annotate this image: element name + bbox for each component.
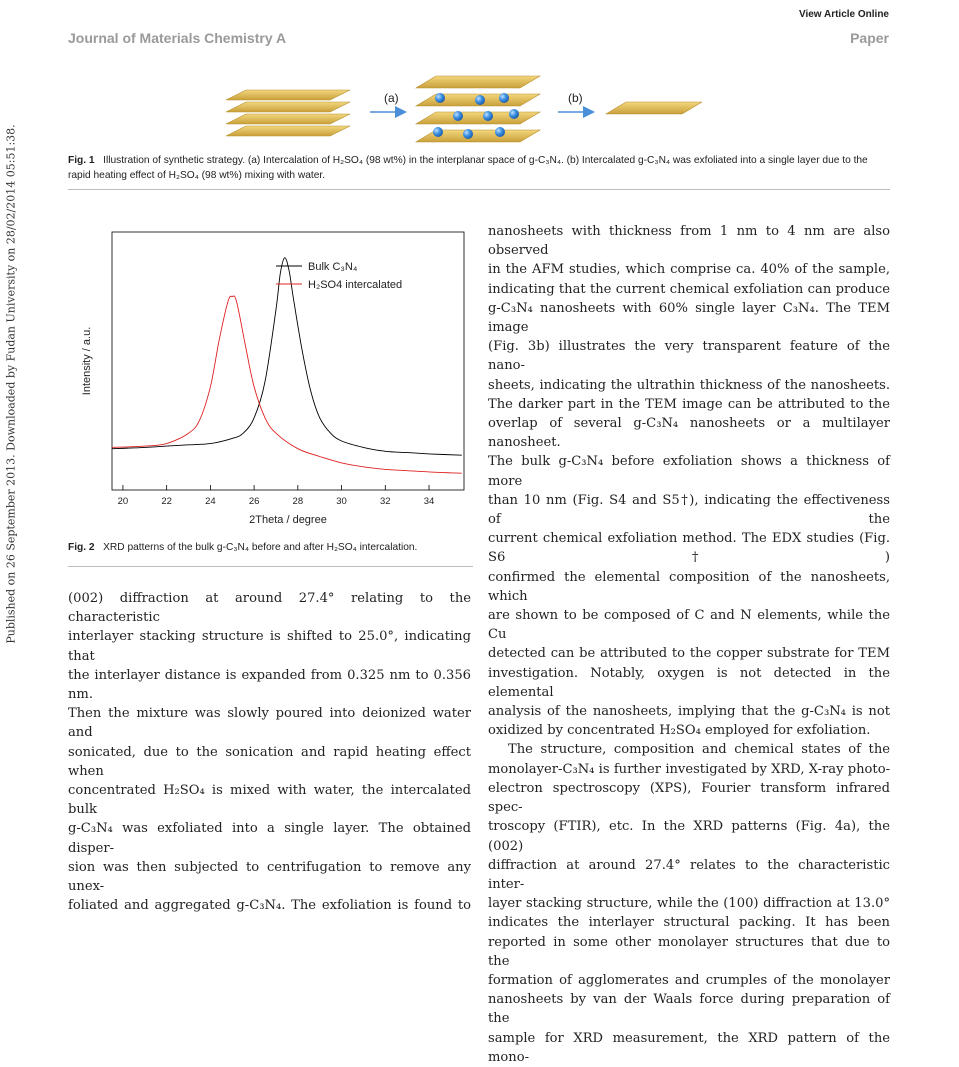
text-line: (Fig. 3b) illustrates the very transpare… [488,339,890,374]
text-line: nanosheets by van der Waals force during… [488,992,890,1027]
x-axis-label: 2Theta / degree [249,514,327,526]
text-line: indicating that the current chemical exf… [488,281,890,297]
x-tick-label: 24 [205,496,216,507]
text-line: investigation. Notably, oxygen is not de… [488,665,890,700]
text-line: in the AFM studies, which comprise ca. 4… [488,262,890,278]
text-line: Then the mixture was slowly poured into … [68,706,471,741]
legend-label: Bulk C₃N₄ [308,261,358,273]
x-tick-label: 32 [380,496,391,507]
fig1-illustration: (a) (b) [225,75,702,143]
xrd-chart: 20 22 24 26 28 30 32 34 Bulk C₃N₄ H₂SO4 intercal… [81,231,465,526]
text-line: (002) diffraction at around 27.4° relati… [68,591,471,626]
text-line: overlap of several g-C₃N₄ nanosheets or … [488,416,890,451]
series-line-bulk [111,257,462,456]
intercalated-stack [414,75,542,143]
text-line: sion was then subjected to centrifugatio… [68,859,471,895]
x-tick-label: 20 [118,496,129,507]
text-line: layer stacking structure, while the (100… [488,896,890,912]
fig2-caption-label: Fig. 2 [68,542,95,553]
side-watermark: Published on 26 September 2013. Download… [0,0,22,767]
x-tick-label: 22 [161,496,172,507]
text-line: confirmed the elemental composition of t… [488,569,890,604]
text-line: troscopy (FTIR), etc. In the XRD pattern… [488,819,890,854]
fig1-caption-label: Fig. 1 [68,155,95,166]
text-line: interlayer stacking structure is shifted… [68,629,471,664]
text-line: diffraction at around 27.4° relates to t… [488,857,890,892]
text-line: nanosheets with thickness from 1 nm to 4… [488,224,890,259]
step-a-label: (a) [384,91,399,105]
fig2-caption: Fig. 2 XRD patterns of the bulk g-C₃N₄ b… [68,540,473,555]
text-line: g-C₃N₄ was exfoliated into a single laye… [68,821,471,856]
text-line: g-C₃N₄ nanosheets with 60% single layer … [488,300,890,336]
text-line: sample for XRD measurement, the XRD patt… [488,1030,890,1065]
series-line-intercalated [111,295,462,474]
x-tick-label: 26 [249,496,260,507]
text-line: electron spectroscopy (XPS), Fourier tra… [488,780,890,816]
step-b-label: (b) [568,91,583,105]
text-line: sheets, indicating the ultrathin thickne… [488,377,890,393]
x-tick-label: 34 [424,496,435,507]
text-line: indicates the interlayer structural pack… [488,915,890,931]
y-axis-label: Intensity / a.u. [81,327,93,395]
view-article-online-link[interactable]: View Article Online [798,9,889,20]
text-line: monolayer-C₃N₄ is further investigated b… [488,761,890,777]
text-line: the interlayer distance is expanded from… [68,667,471,703]
text-line: current chemical exfoliation method. The… [488,531,890,566]
x-tick-label: 30 [336,496,347,507]
text-line: formation of agglomerates and crumples o… [488,972,890,988]
legend-label: H₂SO4 intercalated [308,279,402,291]
text-line: are shown to be composed of C and N elem… [488,608,890,643]
text-line: The bulk g-C₃N₄ before exfoliation shows… [488,454,890,489]
divider [68,566,473,567]
fig1-caption: Fig. 1 Illustration of synthetic strateg… [68,153,890,183]
right-column-text: nanosheets with thickness from 1 nm to 4… [488,222,890,1067]
fig2-caption-text: XRD patterns of the bulk g-C₃N₄ before a… [103,542,418,553]
side-watermark-text: Published on 26 September 2013. Download… [4,123,18,644]
text-line: sonicated, due to the sonication and rap… [68,744,471,779]
section-label: Paper [850,30,889,46]
text-line: oxidized by concentrated H₂SO₄ employed … [488,723,871,739]
text-line: foliated and aggregated g-C₃N₄. The exfo… [68,898,471,914]
plot-frame [111,231,465,491]
fig1-caption-text: Illustration of synthetic strategy. (a) … [68,155,868,181]
text-line: detected can be attributed to the copper… [488,646,890,662]
journal-title: Journal of Materials Chemistry A [68,30,287,46]
divider [68,189,890,190]
x-tick-label: 28 [293,496,304,507]
text-line: analysis of the nanosheets, implying tha… [488,704,890,720]
left-column-text: (002) diffraction at around 27.4° relati… [68,589,471,915]
bulk-stack [225,89,351,137]
text-line: The structure, composition and chemical … [508,742,890,758]
text-line: than 10 nm (Fig. S4 and S5†), indicating… [488,492,890,528]
text-line: reported in some other monolayer structu… [488,934,890,969]
text-line: concentrated H₂SO₄ is mixed with water, … [68,783,471,818]
text-line: The darker part in the TEM image can be … [488,396,890,412]
single-layer-sheet [604,101,702,115]
